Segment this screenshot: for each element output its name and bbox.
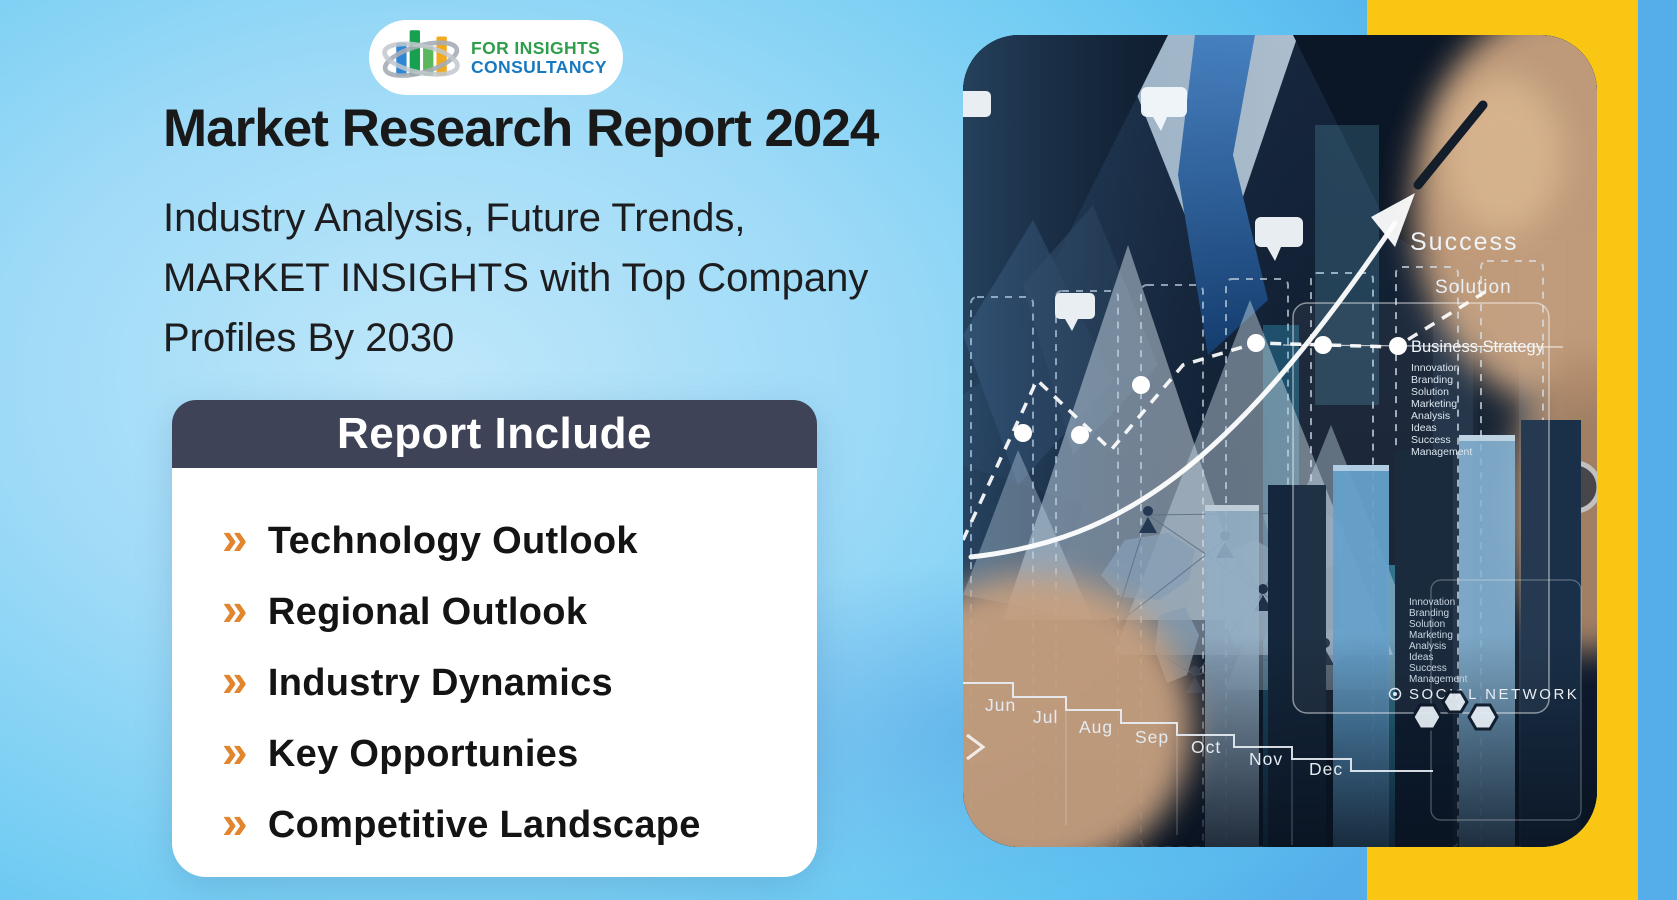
social-network-block: SOCIAL NETWORK <box>1388 686 1579 731</box>
list-item: » Technology Outlook <box>222 512 797 564</box>
keyword: Analysis <box>1411 410 1450 422</box>
growth-chart <box>963 193 1564 560</box>
timeline: Jun Jul Aug Sep Oct Nov Dec <box>963 682 1433 845</box>
hexagon-cluster-icon <box>1411 690 1499 731</box>
staircase-line <box>963 682 1433 772</box>
report-include-panel: Report Include » Technology Outlook » Re… <box>172 400 817 877</box>
keyword: Management <box>1411 446 1472 458</box>
bar-chart-logo-icon <box>379 22 463 93</box>
keyword: Success <box>1411 434 1451 446</box>
keyword: Innovation <box>1409 597 1455 608</box>
speech-bubble-icon <box>963 91 991 117</box>
keyword: Solution <box>1411 386 1449 398</box>
list-item: » Regional Outlook <box>222 583 797 635</box>
double-chevron-icon: » <box>222 583 248 635</box>
double-chevron-icon: » <box>222 512 248 564</box>
business-strategy-photo: Success Solution Business Strategy Innov… <box>963 35 1597 847</box>
month-label: Sep <box>1135 727 1169 747</box>
keyword: Ideas <box>1411 422 1437 434</box>
keyword: Ideas <box>1409 652 1433 663</box>
double-chevron-icon: » <box>222 654 248 706</box>
hud-labels: Success Solution Business Strategy <box>1410 228 1545 356</box>
success-label: Success <box>1410 228 1518 256</box>
keyword: Marketing <box>1409 630 1453 641</box>
list-item-label: Technology Outlook <box>267 519 638 562</box>
keyword: Solution <box>1409 619 1445 630</box>
keyword: Marketing <box>1411 398 1457 410</box>
fist-hand-shape <box>963 575 1193 847</box>
month-label: Oct <box>1191 737 1221 757</box>
solution-label: Solution <box>1435 277 1512 298</box>
glass-panel-small <box>1430 579 1582 821</box>
list-item: » Competitive Landscape <box>222 796 797 848</box>
subtitle-line: Industry Analysis, Future Trends, <box>163 196 746 240</box>
speech-bubble-icon <box>1055 293 1095 319</box>
list-item-label: Industry Dynamics <box>267 661 613 704</box>
keyword: Innovation <box>1411 362 1460 374</box>
month-label: Jun <box>985 695 1016 715</box>
chevron-right-icon <box>966 733 986 761</box>
keyword-list-bottom: Innovation Branding Solution Marketing A… <box>1409 597 1468 685</box>
month-label: Jul <box>1033 707 1058 727</box>
keyword: Branding <box>1411 374 1453 386</box>
page-title: Market Research Report 2024 <box>163 99 879 158</box>
speech-bubble-icon <box>1141 87 1187 117</box>
list-item: » Industry Dynamics <box>222 654 797 706</box>
keyword-list-top: Innovation Branding Solution Marketing A… <box>1411 362 1472 458</box>
list-item-label: Regional Outlook <box>267 590 588 633</box>
keyword: Success <box>1409 663 1447 674</box>
list-item-label: Key Opportunies <box>267 732 579 775</box>
brand-line-1: FOR INSIGHTS <box>471 37 601 58</box>
subtitle-line: Profiles By 2030 <box>163 316 455 360</box>
business-strategy-label: Business Strategy <box>1411 338 1545 356</box>
brand-line-2: CONSULTANCY <box>471 56 607 77</box>
page-subtitle: Industry Analysis, Future Trends, MARKET… <box>163 188 868 368</box>
speech-bubble-icon <box>1255 217 1303 247</box>
social-network-label: SOCIAL NETWORK <box>1409 686 1579 703</box>
month-label: Dec <box>1309 759 1343 779</box>
list-item: » Key Opportunies <box>222 725 797 777</box>
report-include-card: » Technology Outlook » Regional Outlook … <box>172 468 817 877</box>
speech-bubbles <box>963 87 1303 331</box>
growth-curve <box>968 220 1398 560</box>
month-label: Nov <box>1249 749 1283 769</box>
double-chevron-icon: » <box>222 796 248 848</box>
growth-arrow-icon <box>1371 193 1415 247</box>
brand-name: FOR INSIGHTS CONSULTANCY <box>471 37 607 77</box>
keyword: Analysis <box>1409 641 1446 652</box>
company-logo: FOR INSIGHTS CONSULTANCY <box>369 20 623 95</box>
report-include-heading: Report Include <box>172 400 817 468</box>
month-label: Aug <box>1079 717 1113 737</box>
subtitle-line: MARKET INSIGHTS with Top Company <box>163 256 869 300</box>
list-item-label: Competitive Landscape <box>267 803 701 846</box>
keyword: Management <box>1409 674 1468 685</box>
double-chevron-icon: » <box>222 725 248 777</box>
trend-dots <box>1014 334 1407 444</box>
keyword: Branding <box>1409 608 1449 619</box>
